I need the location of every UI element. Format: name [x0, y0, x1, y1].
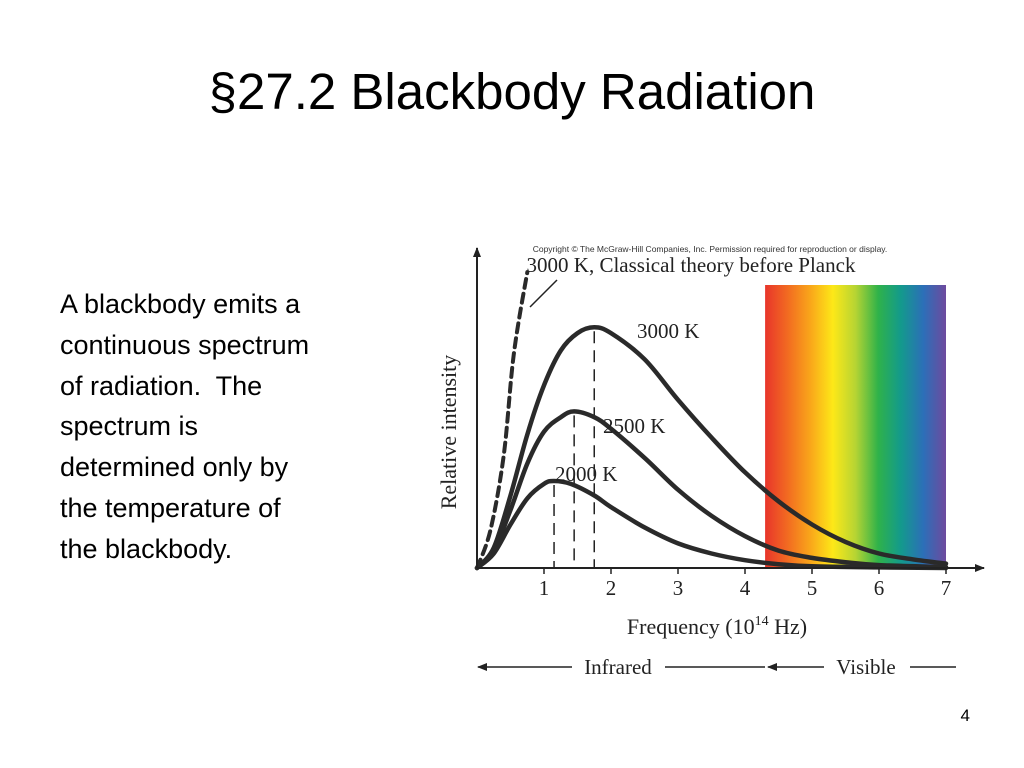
x-label-exponent: 14	[755, 614, 769, 629]
y-axis-label: Relative intensity	[436, 355, 461, 510]
label-2500k: 2500 K	[603, 414, 665, 438]
classical-theory-curve	[475, 270, 530, 570]
x-tick-label: 4	[740, 576, 751, 600]
body-line: spectrum is	[60, 411, 199, 442]
intensity-curves	[474, 270, 949, 571]
label-2000k: 2000 K	[555, 462, 617, 486]
x-label-unit: Hz)	[769, 614, 807, 639]
copyright-notice: Copyright © The McGraw-Hill Companies, I…	[533, 244, 888, 254]
body-line: the blackbody.	[60, 533, 233, 564]
body-line: continuous spectrum	[60, 329, 310, 360]
visible-label: Visible	[836, 655, 895, 679]
slide-title: §27.2 Blackbody Radiation	[208, 63, 816, 120]
blackbody-curve	[474, 478, 949, 571]
label-3000k: 3000 K	[637, 319, 699, 343]
x-tick-label: 5	[807, 576, 818, 600]
x-axis-ticks: 1 2 3 4 5 6 7	[539, 568, 952, 600]
blackbody-curve	[474, 325, 949, 571]
x-tick-label: 2	[606, 576, 617, 600]
body-line: A blackbody emits a	[60, 289, 301, 319]
x-label-base: Frequency (10	[627, 614, 755, 639]
infrared-label: Infrared	[584, 655, 652, 679]
classical-theory-label: 3000 K, Classical theory before Planck	[527, 253, 856, 277]
peak-marker-lines	[553, 331, 595, 568]
classical-label-leader	[529, 279, 558, 308]
page-number: 4	[960, 706, 970, 725]
body-line: of radiation. The	[60, 370, 263, 401]
body-line: determined only by	[60, 452, 289, 483]
visible-spectrum-band	[765, 285, 946, 568]
x-tick-label: 7	[941, 576, 952, 600]
x-axis-label: Frequency (1014 Hz)	[627, 614, 807, 639]
x-tick-label: 1	[539, 576, 550, 600]
blackbody-curve	[474, 409, 949, 571]
body-text: A blackbody emits a continuous spectrum …	[60, 284, 390, 570]
x-tick-label: 6	[874, 576, 885, 600]
region-indicator: Infrared Visible	[477, 655, 956, 679]
body-line: the temperature of	[60, 492, 281, 523]
x-tick-label: 3	[673, 576, 684, 600]
